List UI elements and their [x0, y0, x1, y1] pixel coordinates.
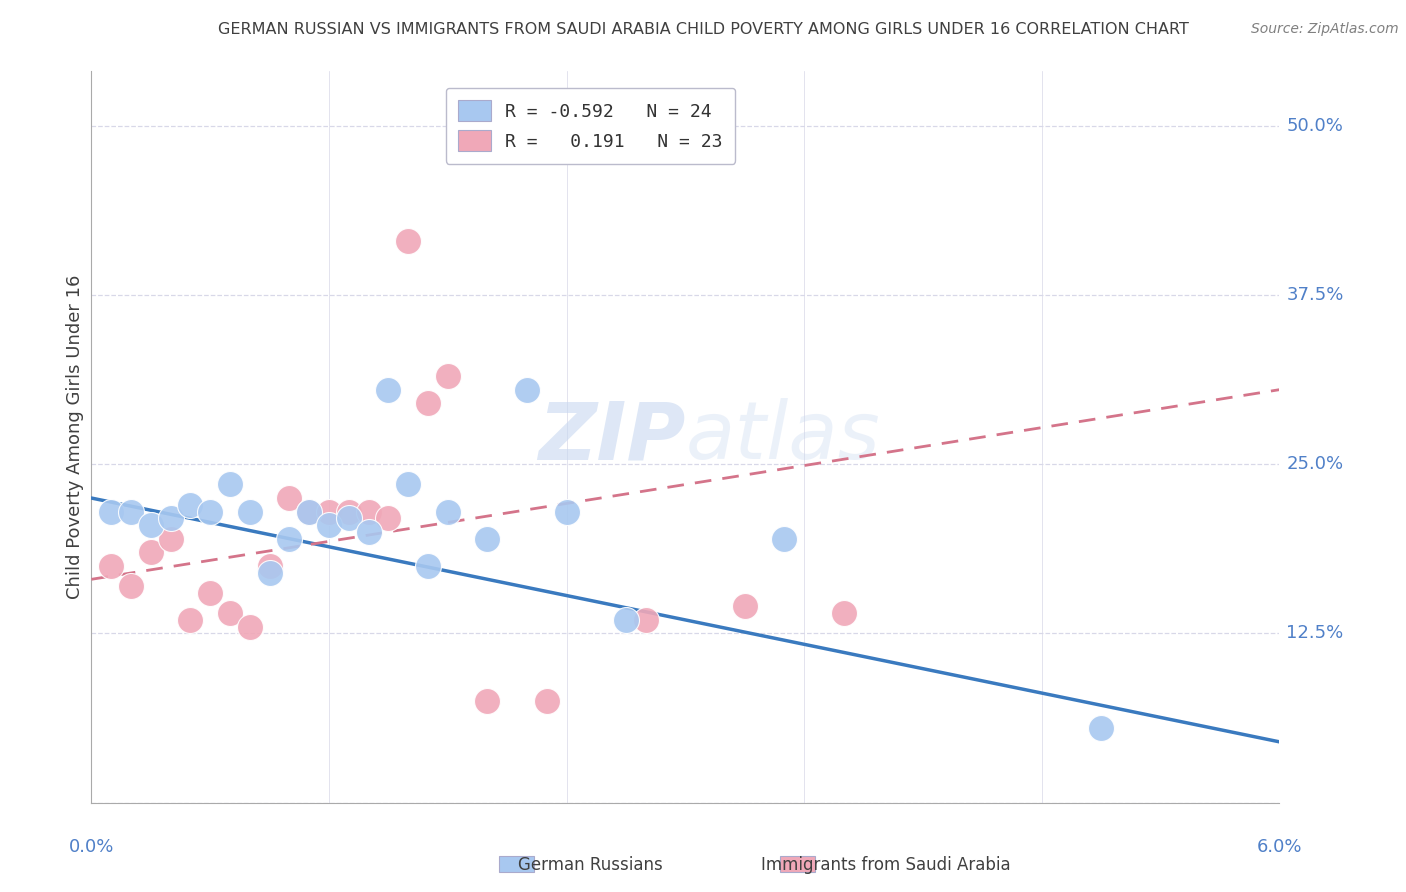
Point [773, 532, 796, 546]
Point [100, 505, 122, 519]
Point [259, 566, 281, 580]
Point [734, 599, 756, 614]
FancyBboxPatch shape [780, 856, 815, 872]
Point [536, 694, 558, 708]
Point [298, 505, 321, 519]
Point [278, 491, 301, 505]
Point [100, 558, 122, 573]
Point [377, 383, 399, 397]
Point [377, 511, 399, 525]
Point [516, 383, 538, 397]
Point [179, 613, 201, 627]
Point [832, 606, 855, 620]
Point [477, 694, 499, 708]
Y-axis label: Child Poverty Among Girls Under 16: Child Poverty Among Girls Under 16 [66, 275, 84, 599]
Text: 50.0%: 50.0% [1286, 117, 1343, 135]
Point [120, 579, 142, 593]
Point [1090, 721, 1112, 735]
Point [120, 505, 142, 519]
Point [298, 505, 321, 519]
Point [634, 613, 657, 627]
Point [259, 558, 281, 573]
Point [318, 518, 340, 533]
Text: German Russians: German Russians [519, 856, 662, 874]
Point [337, 505, 360, 519]
Point [436, 369, 458, 384]
Text: GERMAN RUSSIAN VS IMMIGRANTS FROM SAUDI ARABIA CHILD POVERTY AMONG GIRLS UNDER 1: GERMAN RUSSIAN VS IMMIGRANTS FROM SAUDI … [218, 22, 1188, 37]
Point [357, 524, 380, 539]
Point [239, 620, 262, 634]
Text: Source: ZipAtlas.com: Source: ZipAtlas.com [1251, 22, 1399, 37]
Point [396, 234, 419, 248]
Point [555, 505, 578, 519]
Point [159, 532, 181, 546]
Point [337, 511, 360, 525]
Text: Immigrants from Saudi Arabia: Immigrants from Saudi Arabia [761, 856, 1011, 874]
Point [614, 613, 637, 627]
Point [159, 511, 181, 525]
Text: 0.0%: 0.0% [69, 838, 114, 856]
Point [219, 606, 242, 620]
Text: atlas: atlas [685, 398, 880, 476]
Point [357, 505, 380, 519]
Text: 12.5%: 12.5% [1286, 624, 1344, 642]
Point [416, 558, 439, 573]
Text: 25.0%: 25.0% [1286, 455, 1344, 473]
FancyBboxPatch shape [499, 856, 534, 872]
Point [200, 505, 222, 519]
Point [436, 505, 458, 519]
Legend: R = -0.592   N = 24, R =   0.191   N = 23: R = -0.592 N = 24, R = 0.191 N = 23 [446, 87, 735, 164]
Point [139, 518, 162, 533]
Point [239, 505, 262, 519]
Point [179, 498, 201, 512]
Text: ZIP: ZIP [538, 398, 685, 476]
Text: 6.0%: 6.0% [1257, 838, 1302, 856]
Point [416, 396, 439, 410]
Point [318, 505, 340, 519]
Point [477, 532, 499, 546]
Point [139, 545, 162, 559]
Point [200, 586, 222, 600]
Point [219, 477, 242, 491]
Point [396, 477, 419, 491]
Point [278, 532, 301, 546]
Text: 37.5%: 37.5% [1286, 285, 1344, 304]
